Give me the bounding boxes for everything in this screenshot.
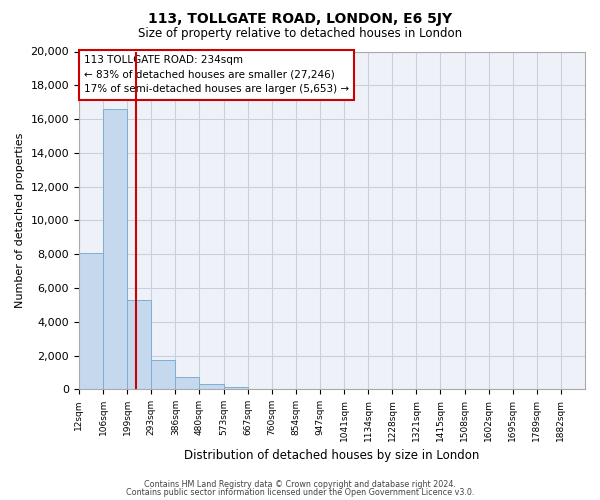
Text: Contains HM Land Registry data © Crown copyright and database right 2024.: Contains HM Land Registry data © Crown c… — [144, 480, 456, 489]
Bar — [151, 360, 175, 390]
Bar — [175, 378, 199, 390]
Bar — [199, 384, 224, 390]
Y-axis label: Number of detached properties: Number of detached properties — [15, 132, 25, 308]
Text: Contains public sector information licensed under the Open Government Licence v3: Contains public sector information licen… — [126, 488, 474, 497]
X-axis label: Distribution of detached houses by size in London: Distribution of detached houses by size … — [184, 450, 479, 462]
Text: 113 TOLLGATE ROAD: 234sqm
← 83% of detached houses are smaller (27,246)
17% of s: 113 TOLLGATE ROAD: 234sqm ← 83% of detac… — [84, 55, 349, 94]
Bar — [103, 109, 127, 390]
Bar — [127, 300, 151, 390]
Bar — [224, 386, 248, 390]
Text: Size of property relative to detached houses in London: Size of property relative to detached ho… — [138, 28, 462, 40]
Bar — [79, 252, 103, 390]
Text: 113, TOLLGATE ROAD, LONDON, E6 5JY: 113, TOLLGATE ROAD, LONDON, E6 5JY — [148, 12, 452, 26]
